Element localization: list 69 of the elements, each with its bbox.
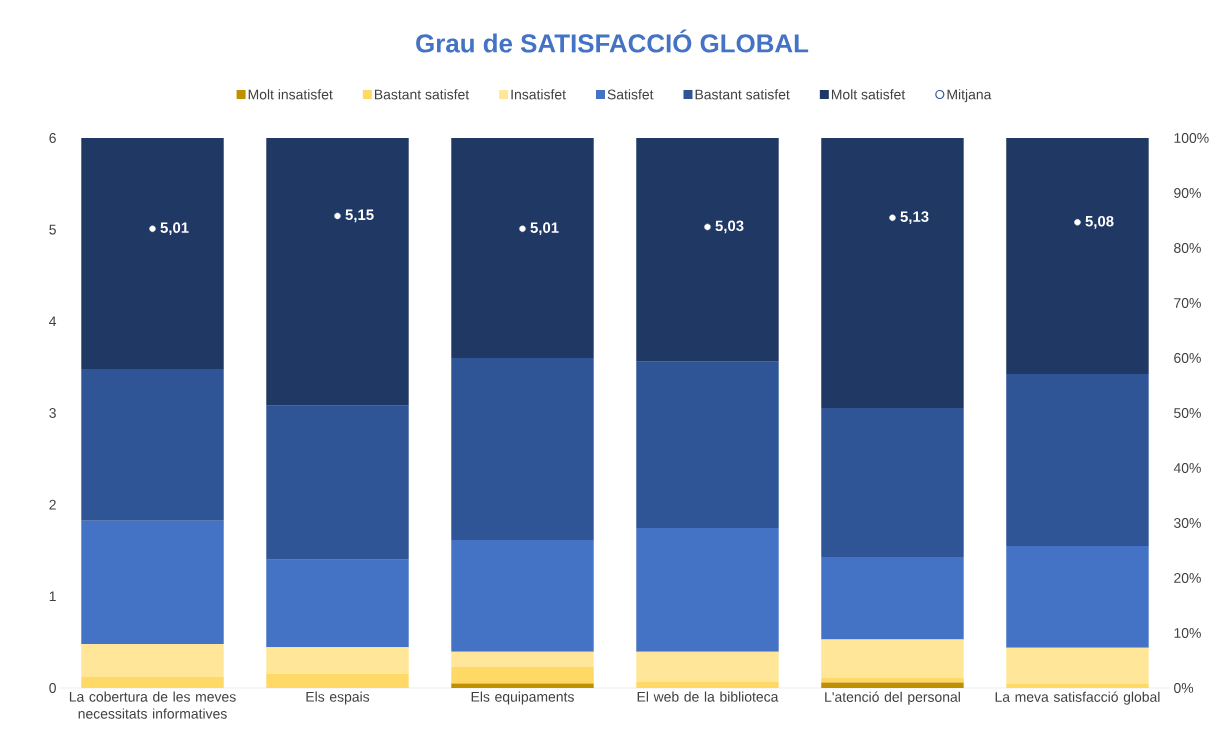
bar [81, 368, 224, 521]
bar [1006, 683, 1149, 688]
y-tick-label: 3 [49, 408, 56, 418]
y-tick-label: 2 [49, 499, 56, 510]
bar [451, 540, 594, 652]
legend-label: Molt satisfet [831, 89, 906, 100]
bar [81, 137, 224, 369]
y-tick-label: 4 [49, 316, 57, 327]
x-tick-label: El web de la biblioteca [637, 691, 779, 702]
y-tick-label: 5 [49, 224, 56, 235]
data-label: 5,01 [160, 222, 189, 236]
legend-label: Bastant satisfet [374, 89, 470, 100]
chart-title: Grau de SATISFACCIÓ GLOBAL [416, 29, 809, 53]
bar [636, 651, 779, 682]
y2-tick-label: 40% [1173, 463, 1201, 473]
x-tick-label: L'atenció del personal [825, 691, 960, 705]
x-tick-label: La cobertura de les meves necessitats informatives [69, 691, 236, 719]
y2-tick-label: 20% [1174, 573, 1201, 583]
legend-label: Satisfet [607, 89, 654, 100]
x-tick-label: La meva satisfacció global [995, 691, 1160, 705]
data-label: 5,08 [1085, 215, 1114, 229]
bar [266, 647, 409, 674]
data-label: 5,03 [715, 220, 744, 234]
x-tick-label: Els equipaments [471, 691, 574, 705]
bar [636, 527, 779, 652]
legend-label: Molt insatisfet [248, 89, 333, 100]
bar [821, 682, 964, 688]
bar [821, 408, 964, 558]
bar [451, 667, 594, 684]
bar [266, 405, 409, 560]
y2-tick-label: 90% [1174, 188, 1201, 198]
legend-label: Insatisfet [511, 89, 566, 100]
bar [821, 137, 964, 409]
data-label: 5,13 [900, 211, 929, 225]
y2-tick-label: 80% [1174, 243, 1201, 253]
y2-tick-label: 100% [1174, 133, 1209, 143]
bar [451, 357, 594, 541]
bar [636, 681, 779, 688]
bar [821, 557, 964, 640]
bar [451, 651, 594, 668]
x-tick-label: Els espais [306, 691, 370, 705]
bar [1006, 546, 1149, 648]
bar [1006, 137, 1149, 374]
bar [81, 676, 224, 688]
bar [1006, 373, 1149, 547]
bar [821, 639, 964, 678]
y2-tick-label: 60% [1174, 353, 1201, 363]
bar [266, 137, 409, 406]
bar [81, 643, 224, 677]
legend-label: Mitjana [947, 89, 992, 103]
bar [636, 137, 779, 362]
y-tick-label: 0 [49, 683, 56, 693]
bar [81, 520, 224, 644]
y2-tick-label: 10% [1174, 628, 1201, 638]
y2-tick-label: 70% [1174, 298, 1201, 308]
y-tick-label: 1 [49, 591, 56, 602]
bar [451, 683, 594, 688]
legend-label: Bastant satisfet [695, 89, 790, 100]
bar [451, 137, 594, 358]
y2-tick-label: 0% [1174, 683, 1194, 693]
bar [636, 361, 779, 528]
data-label: 5,01 [530, 222, 559, 236]
data-label: 5,15 [345, 209, 374, 223]
bar [266, 673, 409, 688]
y-tick-label: 6 [49, 133, 56, 143]
bar [266, 559, 409, 648]
y2-tick-label: 30% [1174, 518, 1201, 528]
y2-tick-label: 50% [1174, 408, 1201, 418]
bar [1006, 647, 1149, 684]
